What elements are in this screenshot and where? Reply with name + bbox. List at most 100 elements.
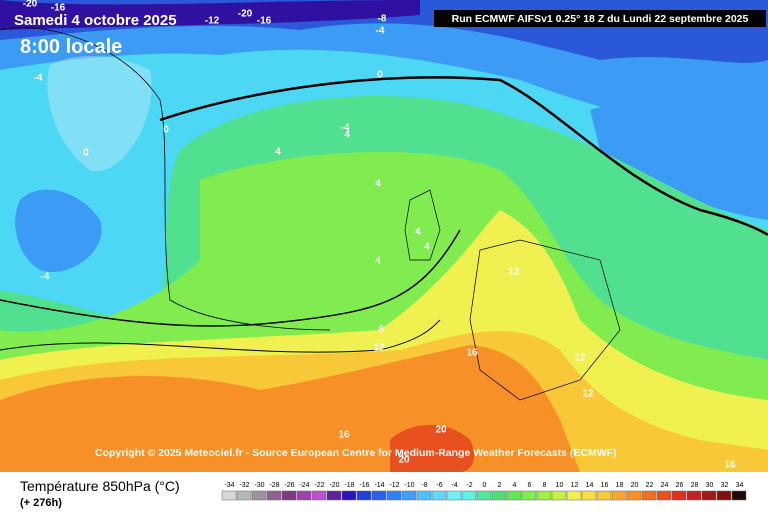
contour-label: 20 <box>435 425 447 436</box>
scale-label: -16 <box>359 482 369 489</box>
scale-swatch <box>476 490 492 501</box>
scale-swatch <box>536 490 552 501</box>
scale-swatch <box>371 490 387 501</box>
contour-label: 12 <box>373 343 385 354</box>
contour-label: 20 <box>398 455 410 466</box>
run-box <box>434 10 766 27</box>
scale-swatch <box>386 490 402 501</box>
scale-label: -26 <box>284 482 294 489</box>
scale-label: 2 <box>498 482 502 489</box>
scale-label: 24 <box>661 482 669 489</box>
scale-label: 4 <box>513 482 517 489</box>
greenland <box>47 55 152 172</box>
isotherm-8 <box>0 229 461 327</box>
contour-label: 8 <box>378 325 384 336</box>
scale-swatch <box>296 490 312 501</box>
contour-label: 12 <box>574 353 586 364</box>
scale-swatch <box>686 490 702 501</box>
scale-swatch <box>401 490 417 501</box>
scale-label: 14 <box>586 482 594 489</box>
contour-label: 4 <box>415 227 421 238</box>
map-time: 8:00 locale <box>20 36 122 58</box>
scale-swatch <box>446 490 462 501</box>
scale-label: -8 <box>421 482 427 489</box>
hot-region <box>390 425 475 472</box>
coastlines <box>404 189 621 401</box>
scale-swatch <box>431 490 447 501</box>
scale-label: -6 <box>436 482 442 489</box>
scale-label: -14 <box>374 482 384 489</box>
contour-label: 16 <box>338 430 350 441</box>
isotherm <box>0 27 331 331</box>
contour-label: 12 <box>582 389 594 400</box>
scale-label: 6 <box>528 482 532 489</box>
scale-swatch <box>326 490 342 501</box>
scale-label: 34 <box>736 482 744 489</box>
scale-label: 28 <box>691 482 699 489</box>
scale-label: 26 <box>676 482 684 489</box>
scale-label: 22 <box>646 482 654 489</box>
scale-swatch <box>356 490 372 501</box>
contour-label: -4 <box>376 26 385 37</box>
scale-swatch <box>551 490 567 501</box>
copyright: Copyright © 2025 Meteociel.fr - Source E… <box>95 447 617 459</box>
contour-label: 12 <box>508 267 520 278</box>
scale-label: 30 <box>706 482 714 489</box>
contour-label: 4 <box>424 242 430 253</box>
scale-label: -2 <box>466 482 472 489</box>
scale-label: 12 <box>571 482 579 489</box>
contour-label: 0 <box>377 70 383 81</box>
contour-label: -4 <box>341 123 350 134</box>
scale-label: -24 <box>299 482 309 489</box>
scale-swatch <box>581 490 597 501</box>
color-scale: -34 -32 -30 -28 -26 -24 -22 -20 -18 -16 -14 -12 -10-… <box>221 482 747 501</box>
scale-swatch <box>251 490 267 501</box>
scale-swatch <box>266 490 282 501</box>
scale-swatch <box>521 490 537 501</box>
scale-label: -28 <box>269 482 279 489</box>
map-date: Samedi 4 octobre 2025 <box>14 12 177 29</box>
contour-label: -16 <box>51 3 66 14</box>
scale-label: -22 <box>314 482 324 489</box>
legend-title: Température 850hPa (°C) <box>20 478 180 494</box>
scale-label: -10 <box>404 482 414 489</box>
scale-swatch <box>506 490 522 501</box>
scale-label: -18 <box>344 482 354 489</box>
contour-label: 0 <box>163 125 169 136</box>
scale-swatch <box>731 490 747 501</box>
contour-label: -4 <box>41 272 50 283</box>
contour-label: 4 <box>275 147 281 158</box>
scale-swatch <box>656 490 672 501</box>
scale-swatch <box>281 490 297 501</box>
contour-label: -4 <box>34 73 43 84</box>
scale-swatch <box>311 490 327 501</box>
scale-label: -4 <box>451 482 457 489</box>
contour-label: -12 <box>205 16 220 27</box>
scale-label: 0 <box>483 482 487 489</box>
isotherm-0 <box>159 76 768 237</box>
scale-label: 18 <box>616 482 624 489</box>
scale-label: -12 <box>389 482 399 489</box>
scale-label: 8 <box>543 482 547 489</box>
scale-swatch <box>416 490 432 501</box>
scale-swatch <box>341 490 357 501</box>
scale-label: -30 <box>254 482 264 489</box>
scale-label: 16 <box>601 482 609 489</box>
legend-lead: (+ 276h) <box>20 497 62 509</box>
contour-label: 0 <box>83 148 89 159</box>
scale-label: -20 <box>329 482 339 489</box>
contour-label: -16 <box>257 16 272 27</box>
scale-label: -32 <box>239 482 249 489</box>
contour-label: 4 <box>375 256 381 267</box>
run-info: Run ECMWF AIFSv1 0.25° 18 Z du Lundi 22 … <box>452 13 749 25</box>
scale-swatch <box>596 490 612 501</box>
contour-label: 4 <box>375 179 381 190</box>
cool-pocket <box>590 98 768 220</box>
cool-pocket <box>15 189 102 272</box>
scale-label: 20 <box>631 482 639 489</box>
scale-swatch <box>716 490 732 501</box>
very-cold-region <box>0 0 420 30</box>
